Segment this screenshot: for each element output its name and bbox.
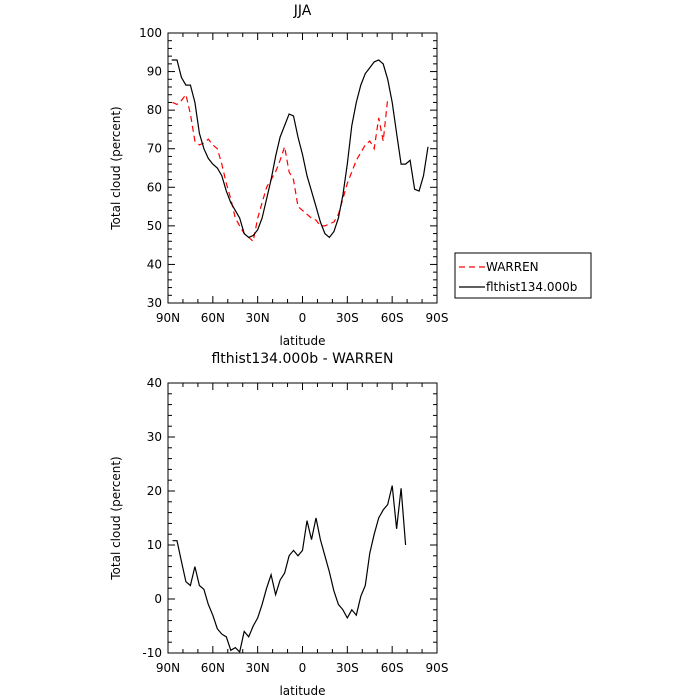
x-tick-label: 90S (426, 311, 449, 325)
y-tick-label: 40 (147, 257, 162, 271)
legend-label: WARREN (486, 260, 539, 274)
y-tick-label: 20 (147, 484, 162, 498)
y-tick-label: 100 (139, 26, 162, 40)
x-tick-label: 60N (201, 311, 225, 325)
x-tick-label: 30N (246, 661, 270, 675)
series-line-warren (172, 93, 389, 243)
series-line-difference (172, 485, 407, 654)
x-tick-label: 30S (336, 661, 359, 675)
chart-panel-2: flthist134.000b - WARREN 90N 60N 30N 0 30S 60S… (109, 351, 448, 698)
series-line-flthist134-000b (171, 59, 429, 239)
x-axis-label: latitude (279, 684, 325, 698)
x-tick-label: 0 (299, 661, 307, 675)
chart-panel-1: JJA 90N 60N 30N 0 30S 60S 90S 30 40 50 60 70 80 90 100 l… (109, 3, 592, 348)
y-tick-label: 40 (147, 376, 162, 390)
y-tick-label: 0 (154, 592, 162, 606)
x-tick-label: 30S (336, 311, 359, 325)
y-tick-label: 30 (147, 430, 162, 444)
y-tick-label: 80 (147, 103, 162, 117)
x-tick-label: 90N (156, 661, 180, 675)
y-tick-label: 50 (147, 219, 162, 233)
x-tick-label: 0 (299, 311, 307, 325)
y-tick-label: 10 (147, 538, 162, 552)
y-tick-label: 70 (147, 142, 162, 156)
y-axis-label: Total cloud (percent) (109, 456, 123, 580)
x-tick-label: 60S (381, 311, 404, 325)
y-tick-label: 60 (147, 180, 162, 194)
legend: WARREN flthist134.000b (454, 252, 592, 299)
x-tick-label: 30N (246, 311, 270, 325)
legend-box (454, 252, 592, 299)
y-axis-label: Total cloud (percent) (109, 106, 123, 230)
y-tick-label: 90 (147, 65, 162, 79)
x-tick-label: 90N (156, 311, 180, 325)
x-axis-label: latitude (279, 334, 325, 348)
y-tick-label: -10 (142, 646, 162, 660)
chart-title: flthist134.000b - WARREN (211, 351, 393, 367)
x-tick-label: 90S (426, 661, 449, 675)
x-tick-label: 60S (381, 661, 404, 675)
plot-frame (167, 382, 438, 654)
chart-title: JJA (293, 3, 312, 19)
legend-label: flthist134.000b (486, 280, 577, 294)
y-tick-label: 30 (147, 296, 162, 310)
plot-frame (167, 32, 438, 304)
x-tick-label: 60N (201, 661, 225, 675)
